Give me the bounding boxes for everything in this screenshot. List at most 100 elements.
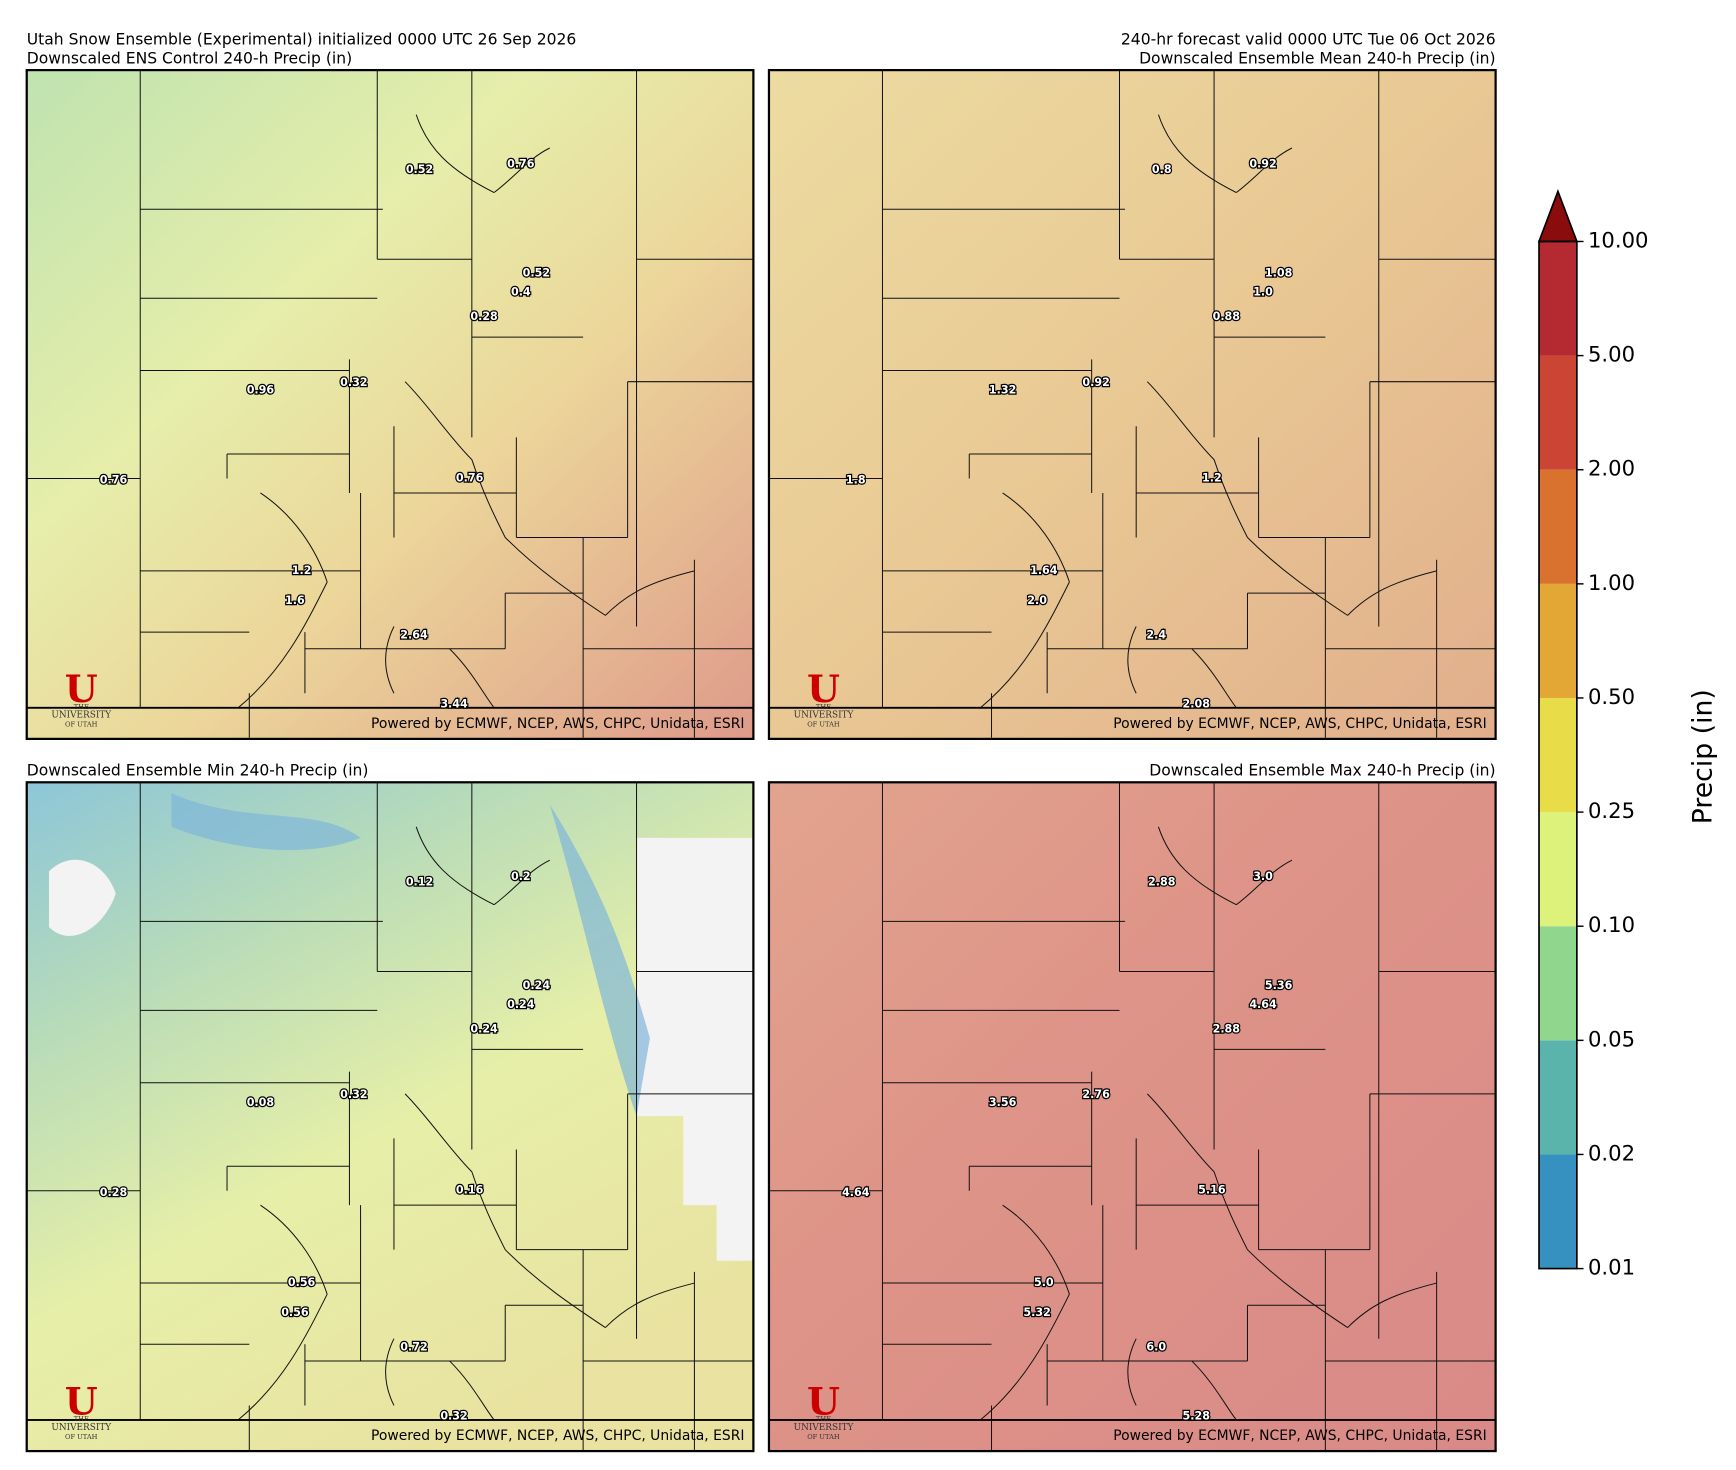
station-value: 4.64	[842, 1186, 870, 1199]
logo-text: UNIVERSITY	[51, 1423, 111, 1433]
station-value: 5.28	[1183, 1410, 1211, 1423]
logo-text: OF UTAH	[807, 1433, 840, 1441]
credit: Powered by ECMWF, NCEP, AWS, CHPC, Unida…	[1113, 1428, 1486, 1444]
station-value: 2.08	[1183, 697, 1211, 710]
colorbar-segment	[1539, 583, 1577, 698]
station-value: 0.92	[1249, 158, 1276, 171]
logo-mark: U	[807, 1378, 840, 1423]
station-value: 1.2	[292, 564, 312, 577]
station-value: 0.24	[523, 979, 551, 992]
station-value: 4.64	[1249, 998, 1277, 1011]
logo-mark: U	[65, 666, 98, 711]
station-value: 0.32	[440, 1410, 467, 1423]
colorbar-tick-label: 2.00	[1588, 456, 1635, 481]
logo-text: OF UTAH	[65, 1433, 98, 1441]
panel-title: Utah Snow Ensemble (Experimental) initia…	[27, 31, 577, 49]
map-frame	[767, 781, 1497, 1453]
station-value: 3.56	[989, 1096, 1017, 1109]
logo-text: THE	[816, 703, 831, 711]
station-value: 0.72	[400, 1341, 427, 1354]
colorbar-label: Precip (in)	[1687, 689, 1718, 824]
station-value: 0.56	[288, 1276, 316, 1289]
station-value: 0.92	[1082, 376, 1109, 389]
station-value: 2.88	[1148, 875, 1176, 888]
panels: 0.52 0.76 0.52 0.4 0.28 0.96 0.32 0.76 0.76 1.2 1.…	[25, 31, 1497, 1453]
panel-title: Downscaled Ensemble Max 240-h Precip (in…	[1149, 762, 1495, 780]
station-value: 0.28	[100, 1186, 128, 1199]
station-value: 5.0	[1034, 1276, 1054, 1289]
station-value: 0.96	[247, 384, 275, 397]
colorbar-tick-label: 0.50	[1588, 684, 1635, 709]
station-value: 0.4	[511, 286, 531, 299]
map-background	[26, 70, 754, 739]
logo-text: THE	[816, 1415, 831, 1423]
colorbar: 0.01 0.02 0.05 0.10 0.25 0.50 1.00 2.00 5.00 10.0…	[1537, 189, 1718, 1280]
station-value: 1.0	[1253, 286, 1273, 299]
station-value: 1.8	[846, 474, 866, 487]
station-value: 2.4	[1146, 628, 1166, 641]
colorbar-segment	[1539, 812, 1577, 927]
panel-title: 240-hr forecast valid 0000 UTC Tue 06 Oc…	[1121, 31, 1496, 49]
station-value: 2.0	[1027, 594, 1047, 607]
credit: Powered by ECMWF, NCEP, AWS, CHPC, Unida…	[1113, 716, 1486, 732]
station-value: 5.16	[1198, 1184, 1226, 1197]
station-value: 0.52	[523, 267, 550, 280]
colorbar-tick-label: 0.10	[1588, 912, 1635, 937]
colorbar-segment	[1539, 697, 1577, 813]
logo-text: UNIVERSITY	[51, 711, 111, 721]
station-value: 0.24	[507, 998, 535, 1011]
station-value: 1.2	[1202, 472, 1222, 485]
station-value: 0.32	[340, 1088, 367, 1101]
colorbar-tick-label: 5.00	[1588, 342, 1635, 367]
logo-text: OF UTAH	[807, 721, 840, 729]
station-value: 3.44	[440, 697, 468, 710]
map-background	[768, 70, 1496, 739]
station-value: 2.64	[400, 628, 428, 641]
map-frame	[25, 781, 755, 1453]
map-background	[26, 782, 754, 1452]
colorbar-tick-label: 10.00	[1588, 227, 1648, 252]
colorbar-segment	[1539, 926, 1577, 1041]
credit: Powered by ECMWF, NCEP, AWS, CHPC, Unida…	[371, 716, 744, 732]
map-frame	[767, 68, 1497, 741]
panel-title: Downscaled ENS Control 240-h Precip (in)	[27, 49, 352, 67]
station-value: 0.76	[100, 474, 128, 487]
map-panel: 0.12 0.2 0.24 0.24 0.24 0.08 0.32 0.28 0.16 0.56 0…	[25, 781, 755, 1453]
colorbar-segment	[1539, 241, 1577, 356]
station-value: 2.88	[1213, 1022, 1241, 1035]
colorbar-tick-label: 0.02	[1588, 1140, 1635, 1165]
station-value: 0.12	[406, 875, 433, 888]
map-panel: 2.88 3.0 5.36 4.64 2.88 3.56 2.76 4.64 5.16 5.0 5.…	[767, 781, 1497, 1453]
station-value: 0.76	[507, 158, 535, 171]
station-value: 2.76	[1082, 1088, 1110, 1101]
station-value: 0.08	[247, 1096, 275, 1109]
station-value: 0.52	[406, 163, 433, 176]
map-frame	[25, 68, 755, 741]
no-precip-area	[48, 837, 754, 1261]
station-value: 5.32	[1023, 1306, 1050, 1319]
colorbar-frame	[1538, 240, 1578, 1270]
station-value: 1.32	[989, 384, 1016, 397]
logo-text: UNIVERSITY	[794, 711, 854, 721]
colorbar-segment	[1539, 469, 1577, 584]
colorbar-segment	[1539, 355, 1577, 470]
logo-mark: U	[807, 666, 840, 711]
station-value: 1.64	[1030, 564, 1058, 577]
station-value: 0.24	[470, 1022, 498, 1035]
panel-title: Downscaled Ensemble Mean 240-h Precip (i…	[1139, 49, 1496, 67]
station-value: 3.0	[1253, 870, 1273, 883]
station-value: 1.08	[1265, 267, 1293, 280]
logo-text: THE	[74, 703, 89, 711]
map-background	[768, 782, 1496, 1452]
station-value: 0.28	[470, 310, 498, 323]
light-area	[171, 793, 650, 1117]
station-value: 5.36	[1265, 979, 1293, 992]
map-panel: 0.8 0.92 1.08 1.0 0.88 1.32 0.92 1.8 1.2 1.64 2.0 2…	[767, 68, 1497, 741]
logo-mark: U	[65, 1378, 98, 1423]
panel-title: Downscaled Ensemble Min 240-h Precip (in…	[27, 762, 369, 780]
station-value: 0.16	[456, 1184, 484, 1197]
colorbar-tick-label: 1.00	[1588, 570, 1635, 595]
logo-text: UNIVERSITY	[794, 1423, 854, 1433]
